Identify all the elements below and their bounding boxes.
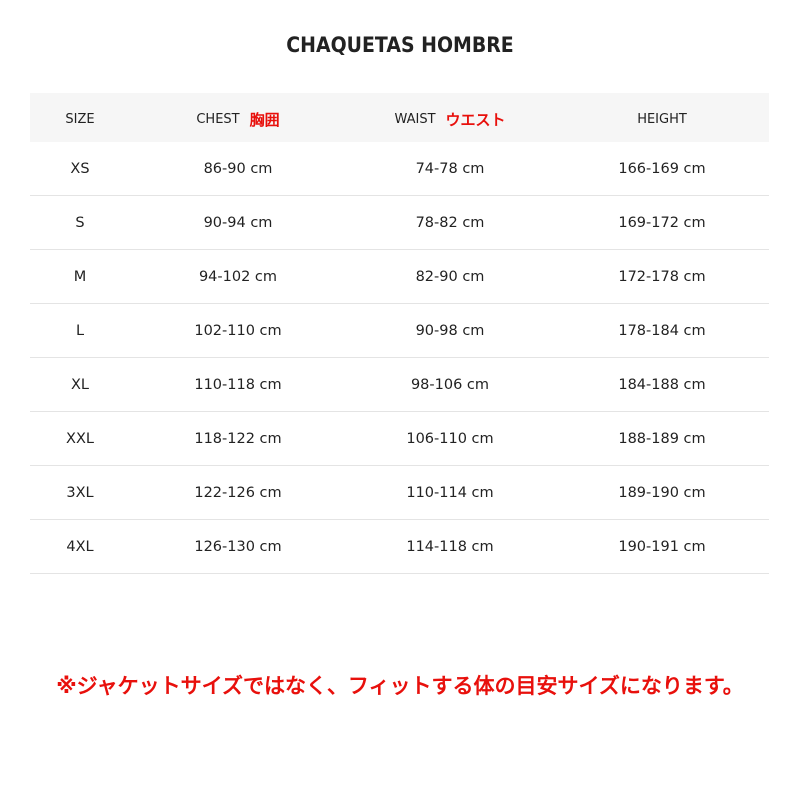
fit-note: ※ジャケットサイズではなく、フィットする体の目安サイズになります。 — [56, 674, 744, 698]
cell-height: 169-172 cm — [618, 214, 706, 231]
table-row: M 94-102 cm 82-90 cm 172-178 cm — [30, 250, 769, 304]
table-row: XXL 118-122 cm 106-110 cm 188-189 cm — [30, 412, 769, 466]
cell-waist: 90-98 cm — [415, 322, 485, 339]
table-row: 3XL 122-126 cm 110-114 cm 189-190 cm — [30, 466, 769, 520]
header-waist-label: WAIST — [394, 112, 436, 127]
cell-height: 178-184 cm — [618, 322, 706, 339]
size-table: SIZE CHEST 胸囲 WAIST ウエスト HEIGHT XS 86-90 … — [30, 93, 769, 574]
cell-waist: 114-118 cm — [406, 538, 494, 555]
table-row: XL 110-118 cm 98-106 cm 184-188 cm — [30, 358, 769, 412]
cell-size: M — [73, 268, 87, 285]
header-height: HEIGHT — [637, 112, 687, 127]
table-row: XS 86-90 cm 74-78 cm 166-169 cm — [30, 142, 769, 196]
cell-height: 166-169 cm — [618, 160, 706, 177]
cell-height: 184-188 cm — [618, 376, 706, 393]
cell-chest: 90-94 cm — [203, 214, 273, 231]
cell-size: XS — [70, 160, 90, 177]
cell-chest: 126-130 cm — [194, 538, 282, 555]
cell-height: 172-178 cm — [618, 268, 706, 285]
cell-waist: 74-78 cm — [415, 160, 485, 177]
cell-waist: 78-82 cm — [415, 214, 485, 231]
cell-size: 4XL — [66, 538, 94, 555]
header-size: SIZE — [65, 112, 95, 127]
header-waist: WAIST ウエスト — [350, 93, 550, 144]
header-chest-label: CHEST — [196, 112, 240, 127]
cell-size: XL — [70, 376, 89, 393]
cell-size: XXL — [66, 430, 94, 447]
header-chest-jp: 胸囲 — [249, 111, 280, 129]
cell-size: 3XL — [66, 484, 94, 501]
cell-chest: 118-122 cm — [194, 430, 282, 447]
cell-chest: 86-90 cm — [203, 160, 273, 177]
cell-size: L — [75, 322, 85, 339]
cell-size: S — [75, 214, 85, 231]
cell-waist: 98-106 cm — [410, 376, 490, 393]
cell-chest: 102-110 cm — [194, 322, 282, 339]
cell-height: 190-191 cm — [618, 538, 706, 555]
cell-height: 188-189 cm — [618, 430, 706, 447]
table-row: 4XL 126-130 cm 114-118 cm 190-191 cm — [30, 520, 769, 574]
table-row: S 90-94 cm 78-82 cm 169-172 cm — [30, 196, 769, 250]
header-chest: CHEST 胸囲 — [138, 93, 338, 144]
page-title: CHAQUETAS HOMBRE — [286, 33, 514, 57]
cell-waist: 82-90 cm — [415, 268, 485, 285]
cell-waist: 106-110 cm — [406, 430, 494, 447]
cell-chest: 122-126 cm — [194, 484, 282, 501]
cell-chest: 94-102 cm — [198, 268, 278, 285]
table-header: SIZE CHEST 胸囲 WAIST ウエスト HEIGHT — [30, 93, 769, 142]
cell-waist: 110-114 cm — [406, 484, 494, 501]
header-waist-jp: ウエスト — [445, 111, 506, 129]
cell-height: 189-190 cm — [618, 484, 706, 501]
table-row: L 102-110 cm 90-98 cm 178-184 cm — [30, 304, 769, 358]
cell-chest: 110-118 cm — [194, 376, 282, 393]
